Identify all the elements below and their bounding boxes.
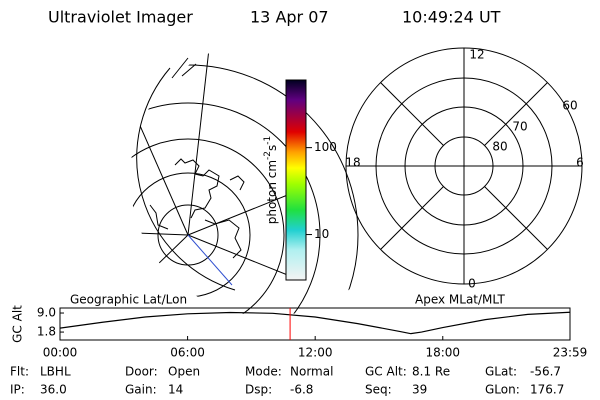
y-axis-label: GC Alt xyxy=(11,305,25,343)
right-label: Apex MLat/MLT xyxy=(415,293,505,307)
time: 10:49:24 UT xyxy=(402,8,501,27)
colorbar-tick-label: 100 xyxy=(314,140,337,154)
unit: s xyxy=(265,145,279,151)
left-label: Geographic Lat/Lon xyxy=(70,293,187,307)
altitude-line xyxy=(59,311,571,335)
field-label: Mode: xyxy=(245,365,282,379)
mlt-label: 18 xyxy=(345,156,360,170)
x-tick-label: 00:00 xyxy=(43,346,78,360)
lat-label: 80 xyxy=(492,140,507,154)
instrument: Ultraviolet Imager xyxy=(48,8,193,27)
mlt-label: 0 xyxy=(468,277,476,291)
y-tick-label: 9.0 xyxy=(37,306,56,320)
field-label: Gain: xyxy=(125,383,157,397)
plot-frame xyxy=(59,307,571,341)
field-value: 39 xyxy=(412,383,427,397)
field-label: GLat: xyxy=(485,365,517,379)
colorbar-tick-label: 10 xyxy=(314,227,329,241)
field-label: Seq: xyxy=(365,383,392,397)
mlt-label: 12 xyxy=(469,48,484,62)
x-tick-label: 23:59 xyxy=(553,346,588,360)
field-value: 36.0 xyxy=(40,383,67,397)
field-label: GLon: xyxy=(485,383,520,397)
field-value: Normal xyxy=(290,365,333,379)
field-label: GC Alt: xyxy=(365,365,407,379)
field-value: Open xyxy=(168,365,200,379)
field-value: 14 xyxy=(168,383,183,397)
polar-grid xyxy=(345,47,583,285)
lat-label: 60 xyxy=(562,99,577,113)
lat-label: 70 xyxy=(512,120,527,134)
field-value: LBHL xyxy=(40,365,71,379)
exponent: -2 xyxy=(263,151,273,160)
field-value: 8.1 Re xyxy=(412,365,450,379)
field-label: Door: xyxy=(125,365,158,379)
exponent: -1 xyxy=(263,136,273,145)
unit: photon cm xyxy=(265,160,279,224)
field-value: 176.7 xyxy=(530,383,564,397)
colorbar-label: photon cm-2s-1 xyxy=(263,136,279,225)
y-tick-label: 1.8 xyxy=(37,325,56,339)
field-label: IP: xyxy=(10,383,25,397)
field-label: Dsp: xyxy=(245,383,272,397)
colorbar xyxy=(285,79,307,281)
x-tick-label: 06:00 xyxy=(170,346,205,360)
mlt-label: 6 xyxy=(576,156,584,170)
x-tick-label: 18:00 xyxy=(425,346,460,360)
field-value: -6.8 xyxy=(290,383,313,397)
date: 13 Apr 07 xyxy=(250,8,329,27)
field-label: Flt: xyxy=(10,365,29,379)
field-value: -56.7 xyxy=(530,365,561,379)
x-tick-label: 12:00 xyxy=(298,346,333,360)
